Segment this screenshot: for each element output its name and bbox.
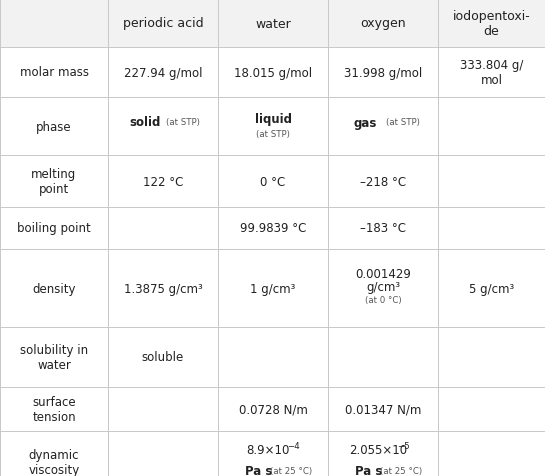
- Text: water: water: [255, 18, 291, 30]
- Text: 0.0728 N/m: 0.0728 N/m: [239, 403, 307, 416]
- Text: melting
point: melting point: [32, 168, 77, 196]
- Text: periodic acid: periodic acid: [123, 18, 203, 30]
- Text: –218 °C: –218 °C: [360, 175, 406, 188]
- Text: (at STP): (at STP): [256, 130, 290, 139]
- Text: boiling point: boiling point: [17, 222, 91, 235]
- Text: g/cm³: g/cm³: [366, 280, 400, 293]
- Text: 31.998 g/mol: 31.998 g/mol: [344, 66, 422, 79]
- Text: gas: gas: [353, 116, 377, 129]
- Text: 0 °C: 0 °C: [261, 175, 286, 188]
- Text: Pa s: Pa s: [355, 465, 383, 476]
- Text: 0.01347 N/m: 0.01347 N/m: [345, 403, 421, 416]
- Text: 2.055×10: 2.055×10: [349, 443, 407, 456]
- Text: surface
tension: surface tension: [32, 395, 76, 423]
- Text: (at 25 °C): (at 25 °C): [380, 466, 422, 476]
- Text: −4: −4: [287, 441, 299, 450]
- Text: 1.3875 g/cm³: 1.3875 g/cm³: [124, 282, 202, 295]
- Text: solid: solid: [129, 116, 161, 129]
- Text: (at 0 °C): (at 0 °C): [365, 295, 401, 304]
- Text: 227.94 g/mol: 227.94 g/mol: [124, 66, 202, 79]
- Text: liquid: liquid: [255, 113, 292, 126]
- Text: (at 25 °C): (at 25 °C): [270, 466, 312, 476]
- Text: 8.9×10: 8.9×10: [246, 443, 290, 456]
- Text: dynamic
viscosity: dynamic viscosity: [28, 448, 80, 476]
- Text: oxygen: oxygen: [360, 18, 406, 30]
- Text: 99.9839 °C: 99.9839 °C: [240, 222, 306, 235]
- Text: iodopentoxi-
de: iodopentoxi- de: [453, 10, 530, 38]
- Text: (at STP): (at STP): [166, 118, 200, 127]
- Text: 18.015 g/mol: 18.015 g/mol: [234, 66, 312, 79]
- Text: 122 °C: 122 °C: [143, 175, 183, 188]
- Text: Pa s: Pa s: [245, 465, 272, 476]
- Text: 333.804 g/
mol: 333.804 g/ mol: [460, 59, 523, 87]
- Text: density: density: [32, 282, 76, 295]
- Text: soluble: soluble: [142, 351, 184, 364]
- Text: molar mass: molar mass: [20, 66, 88, 79]
- Text: (at STP): (at STP): [386, 118, 420, 127]
- Text: −5: −5: [397, 441, 409, 450]
- Text: 1 g/cm³: 1 g/cm³: [250, 282, 296, 295]
- Bar: [0, 0, 545, 48]
- Text: solubility in
water: solubility in water: [20, 343, 88, 371]
- Text: –183 °C: –183 °C: [360, 222, 406, 235]
- Text: phase: phase: [36, 120, 72, 133]
- Text: 0.001429: 0.001429: [355, 268, 411, 281]
- Text: 5 g/cm³: 5 g/cm³: [469, 282, 514, 295]
